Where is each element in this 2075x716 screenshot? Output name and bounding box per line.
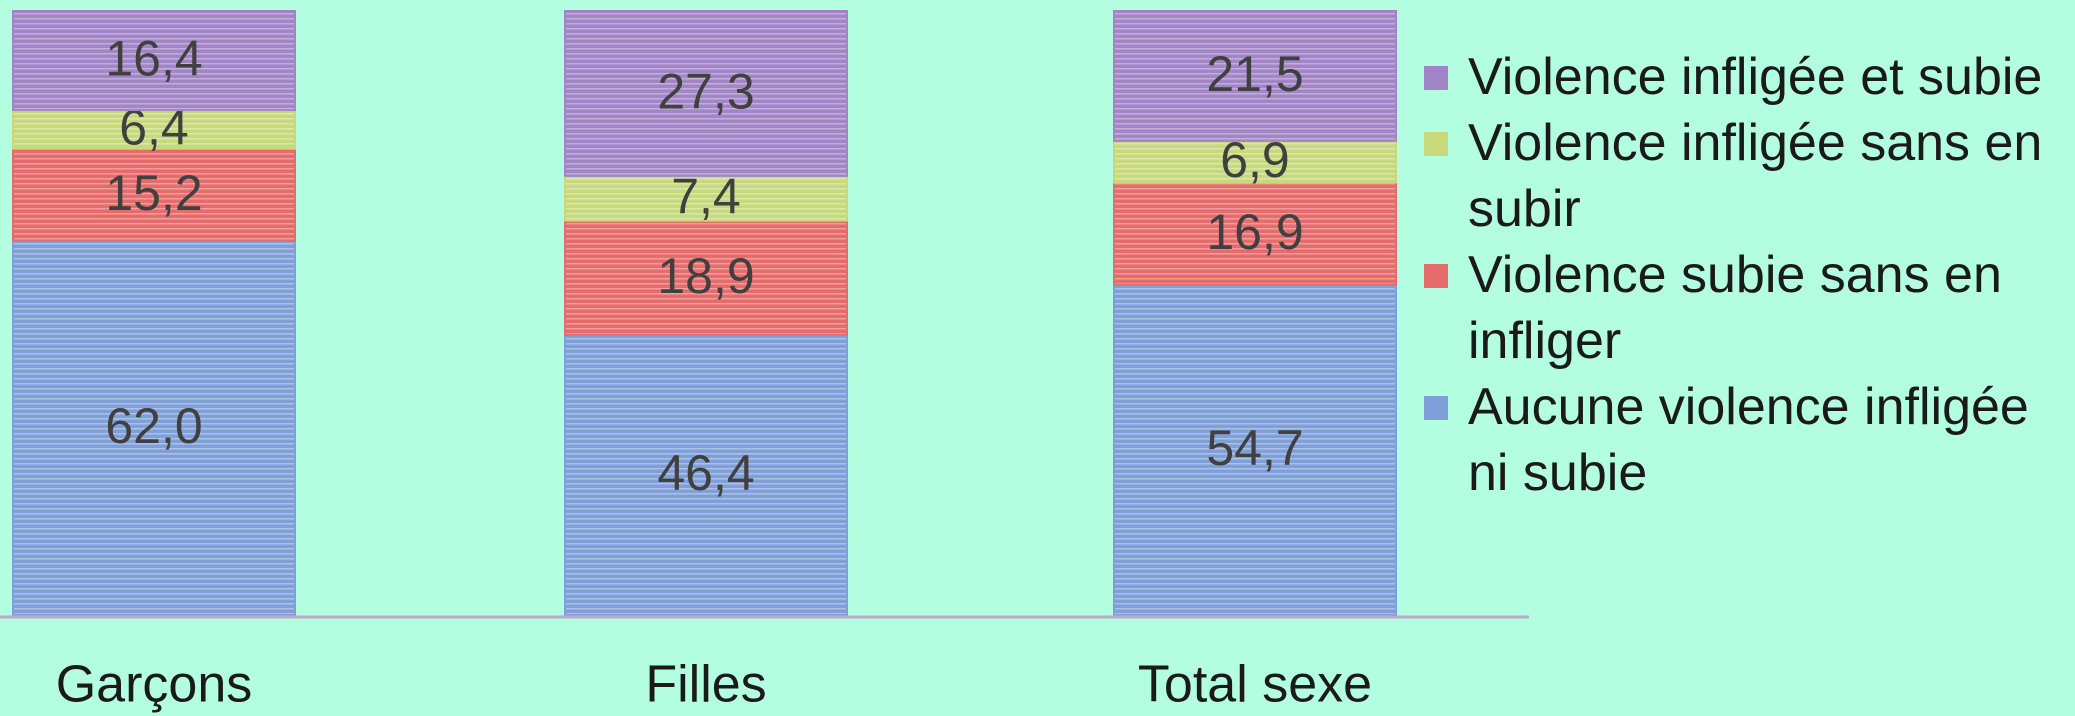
legend: Violence infligée et subie Violence infli…: [1420, 44, 2070, 506]
legend-item: Violence infligée sans en subir: [1420, 110, 2070, 242]
legend-swatch: [1424, 396, 1448, 420]
bar-segment: [564, 174, 848, 222]
data-label: 21,5: [1206, 46, 1303, 102]
legend-swatch: [1424, 66, 1448, 90]
data-label: 62,0: [105, 398, 202, 454]
legend-swatch: [1424, 264, 1448, 288]
bar-segment: [1113, 181, 1397, 286]
legend-item: Violence subie sans en infliger: [1420, 242, 2070, 374]
bar-segment: [564, 10, 848, 177]
data-label: 18,9: [657, 248, 754, 304]
legend-label: Violence infligée et subie: [1468, 48, 2043, 106]
legend-label: Aucune violence infligée ni subie: [1468, 378, 2029, 502]
bar-segment: [1113, 10, 1397, 142]
bar-segment: [1113, 139, 1397, 184]
data-label: 16,4: [105, 31, 202, 87]
legend-label: Violence subie sans en infliger: [1468, 246, 2002, 370]
x-tick-label: Total sexe: [1138, 656, 1372, 714]
legend-label: Violence infligée sans en subir: [1468, 114, 2043, 238]
legend-swatch: [1424, 132, 1448, 156]
bar-segment: [564, 333, 848, 616]
data-label: 46,4: [657, 445, 754, 501]
bar-segment: [12, 109, 296, 150]
data-label: 15,2: [105, 165, 202, 221]
legend-item: Aucune violence infligée ni subie: [1420, 374, 2070, 506]
legend-item: Violence infligée et subie: [1420, 44, 2070, 110]
x-tick-label: Filles: [645, 656, 766, 714]
data-label: 16,9: [1206, 204, 1303, 260]
bar-segment: [564, 219, 848, 336]
data-label: 27,3: [657, 64, 754, 120]
data-label: 7,4: [671, 168, 741, 224]
bar-segment: [12, 10, 296, 112]
data-label: 54,7: [1206, 420, 1303, 476]
bar-segment: [1113, 283, 1397, 616]
bar-segment: [12, 239, 296, 617]
x-tick-label: Garçons: [56, 656, 253, 714]
